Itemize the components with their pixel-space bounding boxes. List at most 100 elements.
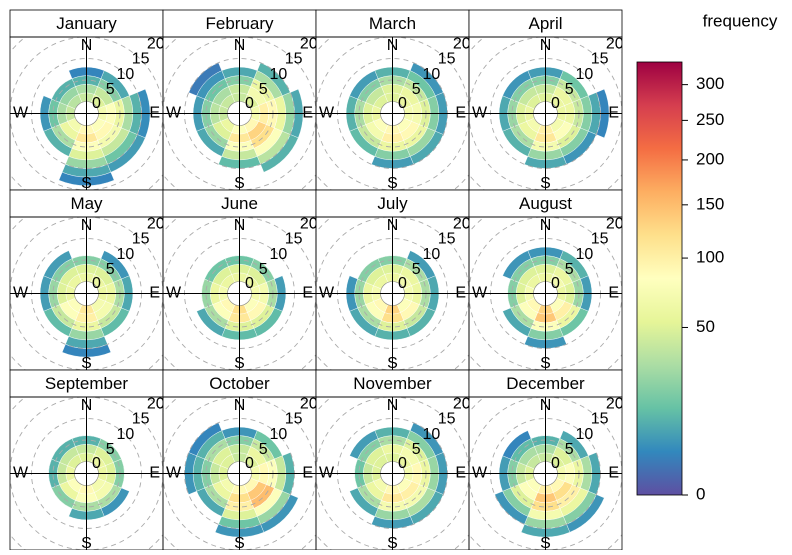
ring-label: 10 xyxy=(575,66,593,83)
compass-label: E xyxy=(455,465,466,482)
compass-label: N xyxy=(81,37,93,54)
panel-title: October xyxy=(209,374,270,393)
panel-strip xyxy=(9,189,164,218)
compass-label: S xyxy=(81,175,92,192)
ring-label: 0 xyxy=(92,455,101,472)
ring-label: 0 xyxy=(245,275,254,292)
compass-label: E xyxy=(608,465,619,482)
ring-label: 15 xyxy=(591,51,609,68)
panel-title: June xyxy=(221,194,258,213)
compass-label: S xyxy=(81,535,92,550)
ring-label: 15 xyxy=(285,411,303,428)
ring-label: 20 xyxy=(453,35,471,52)
ring-label: 5 xyxy=(412,261,421,278)
panel-strip xyxy=(9,369,164,398)
ring-label: 20 xyxy=(300,35,318,52)
panel-title: December xyxy=(506,374,585,393)
colorbar-tick-label: 200 xyxy=(696,149,724,168)
colorbar-tick-label: 0 xyxy=(696,484,705,503)
colorbar-tick-label: 100 xyxy=(696,248,724,267)
compass-label: N xyxy=(81,397,93,414)
compass-label: E xyxy=(455,105,466,122)
ring-label: 5 xyxy=(259,261,268,278)
ring-label: 5 xyxy=(106,261,115,278)
ring-label: 10 xyxy=(422,66,440,83)
compass-label: E xyxy=(149,285,160,302)
ring-label: 10 xyxy=(269,246,287,263)
ring-label: 10 xyxy=(269,426,287,443)
ring-label: 20 xyxy=(606,395,624,412)
ring-label: 10 xyxy=(116,426,134,443)
frequency-cell xyxy=(43,250,73,280)
compass-label: N xyxy=(387,37,399,54)
panel-title: February xyxy=(205,14,274,33)
panel-title: May xyxy=(70,194,103,213)
compass-label: N xyxy=(234,397,246,414)
panel-strip xyxy=(315,369,470,398)
ring-label: 5 xyxy=(565,441,574,458)
compass-label: E xyxy=(302,285,313,302)
colorbar-tick-label: 300 xyxy=(696,74,724,93)
compass-label: W xyxy=(166,465,182,482)
compass-label: E xyxy=(302,465,313,482)
compass-label: S xyxy=(387,175,398,192)
compass-label: N xyxy=(540,397,552,414)
compass-label: W xyxy=(166,105,182,122)
compass-label: S xyxy=(234,355,245,372)
colorbar-tick-label: 250 xyxy=(696,110,724,129)
ring-label: 0 xyxy=(551,275,560,292)
frequency-cell xyxy=(502,307,532,337)
frequency-cell xyxy=(502,430,532,460)
panel-title: November xyxy=(353,374,432,393)
ring-label: 0 xyxy=(245,95,254,112)
ring-label: 0 xyxy=(551,95,560,112)
compass-label: N xyxy=(387,397,399,414)
ring-label: 15 xyxy=(285,51,303,68)
ring-label: 5 xyxy=(565,261,574,278)
ring-label: 5 xyxy=(259,441,268,458)
frequency-cell xyxy=(349,487,379,517)
compass-label: E xyxy=(608,105,619,122)
ring-label: 15 xyxy=(132,231,150,248)
ring-label: 15 xyxy=(438,411,456,428)
ring-label: 10 xyxy=(116,246,134,263)
compass-label: N xyxy=(234,37,246,54)
compass-label: S xyxy=(387,355,398,372)
colorbar-tick-label: 50 xyxy=(696,317,715,336)
colorbar xyxy=(636,61,683,496)
compass-label: W xyxy=(319,105,335,122)
compass-label: S xyxy=(540,355,551,372)
ring-label: 0 xyxy=(398,95,407,112)
ring-label: 10 xyxy=(116,66,134,83)
compass-label: W xyxy=(13,105,29,122)
ring-label: 15 xyxy=(132,411,150,428)
compass-label: S xyxy=(540,175,551,192)
panel-title: April xyxy=(528,14,562,33)
compass-label: S xyxy=(234,175,245,192)
panel-title: March xyxy=(369,14,416,33)
compass-label: E xyxy=(302,105,313,122)
ring-label: 10 xyxy=(575,426,593,443)
ring-label: 15 xyxy=(591,231,609,248)
panel-title: September xyxy=(45,374,128,393)
ring-label: 15 xyxy=(591,411,609,428)
compass-label: W xyxy=(319,465,335,482)
ring-label: 0 xyxy=(398,275,407,292)
ring-label: 10 xyxy=(422,426,440,443)
compass-label: E xyxy=(455,285,466,302)
ring-label: 5 xyxy=(412,81,421,98)
compass-label: S xyxy=(234,535,245,550)
ring-label: 20 xyxy=(147,215,165,232)
legend-title: frequency xyxy=(703,11,778,30)
panel-title: August xyxy=(519,194,572,213)
ring-label: 20 xyxy=(300,395,318,412)
